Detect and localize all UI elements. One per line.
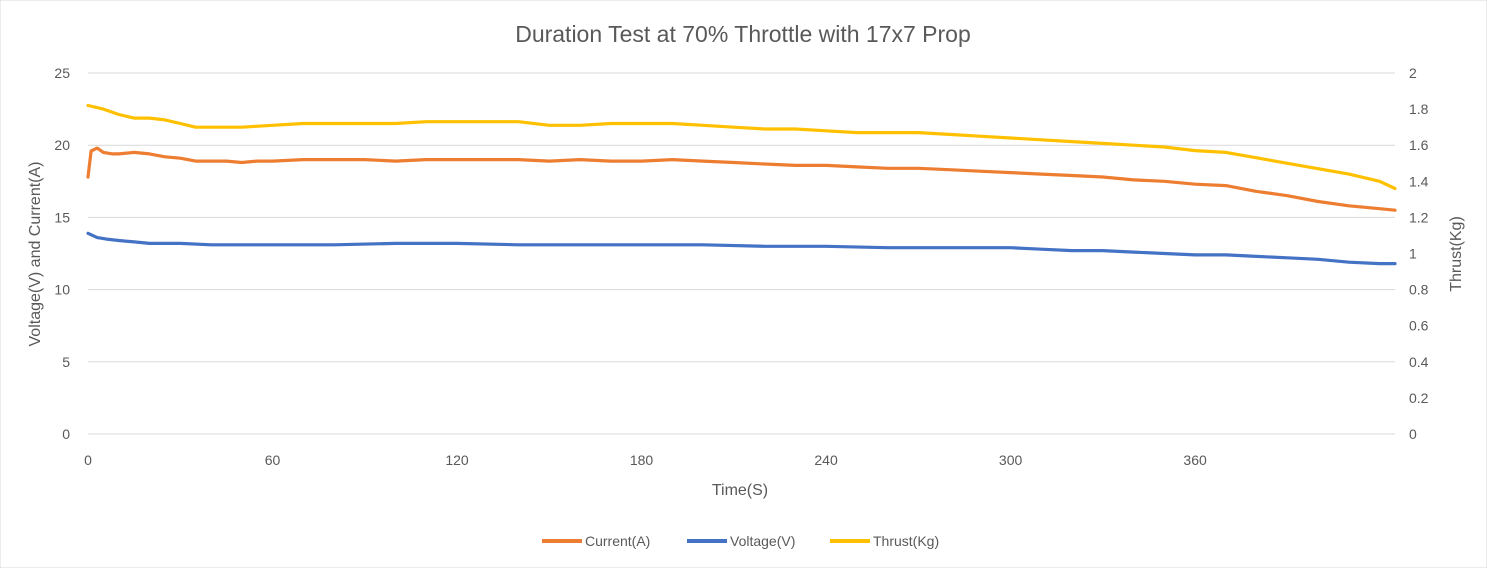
- series-line-voltage-v: [86, 231, 1397, 266]
- y-tick-label: 5: [62, 354, 70, 370]
- y2-tick-label: 0.6: [1409, 318, 1429, 334]
- x-tick-label: 300: [999, 452, 1023, 468]
- y-tick-label: 0: [62, 426, 70, 442]
- series-line-current-a: [86, 146, 1397, 212]
- y2-tick-label: 1.4: [1409, 173, 1429, 189]
- y-axis-title: Voltage(V) and Current(A): [27, 162, 44, 347]
- legend-label: Current(A): [585, 533, 650, 549]
- legend-item: Current(A): [542, 533, 650, 549]
- y2-axis-title: Thrust(Kg): [1448, 216, 1465, 292]
- y2-tick-label: 0.2: [1409, 390, 1429, 406]
- series-layer: [86, 103, 1397, 266]
- x-tick-label: 120: [445, 452, 469, 468]
- gridlines: [88, 72, 1395, 435]
- x-tick-label: 240: [814, 452, 838, 468]
- x-axis-ticks: 0 60 120 180 240 300 360: [84, 452, 1207, 468]
- series-line-thrust-kg: [86, 103, 1397, 191]
- legend-label: Voltage(V): [730, 533, 795, 549]
- legend: Current(A) Voltage(V) Thrust(Kg): [542, 533, 939, 549]
- y2-tick-label: 0.4: [1409, 354, 1429, 370]
- x-tick-label: 360: [1183, 452, 1207, 468]
- y2-tick-label: 1.8: [1409, 101, 1429, 117]
- chart-title: Duration Test at 70% Throttle with 17x7 …: [515, 21, 971, 47]
- y2-tick-label: 1: [1409, 246, 1417, 262]
- y-tick-label: 20: [54, 137, 70, 153]
- legend-label: Thrust(Kg): [873, 533, 939, 549]
- left-axis-ticks: 0 5 10 15 20 25: [54, 65, 70, 442]
- x-axis-title: Time(S): [712, 482, 768, 499]
- y-tick-label: 10: [54, 282, 70, 298]
- x-tick-label: 180: [630, 452, 654, 468]
- legend-item: Thrust(Kg): [830, 533, 939, 549]
- y2-tick-label: 1.2: [1409, 209, 1429, 225]
- x-tick-label: 0: [84, 452, 92, 468]
- y-tick-label: 25: [54, 65, 70, 81]
- legend-item: Voltage(V): [687, 533, 795, 549]
- right-axis-ticks: 0 0.2 0.4 0.6 0.8 1 1.2 1.4 1.6 1.8 2: [1409, 65, 1429, 442]
- y-tick-label: 15: [54, 209, 70, 225]
- y2-tick-label: 0: [1409, 426, 1417, 442]
- x-tick-label: 60: [265, 452, 281, 468]
- y2-tick-label: 1.6: [1409, 137, 1429, 153]
- y2-tick-label: 2: [1409, 65, 1417, 81]
- y2-tick-label: 0.8: [1409, 282, 1429, 298]
